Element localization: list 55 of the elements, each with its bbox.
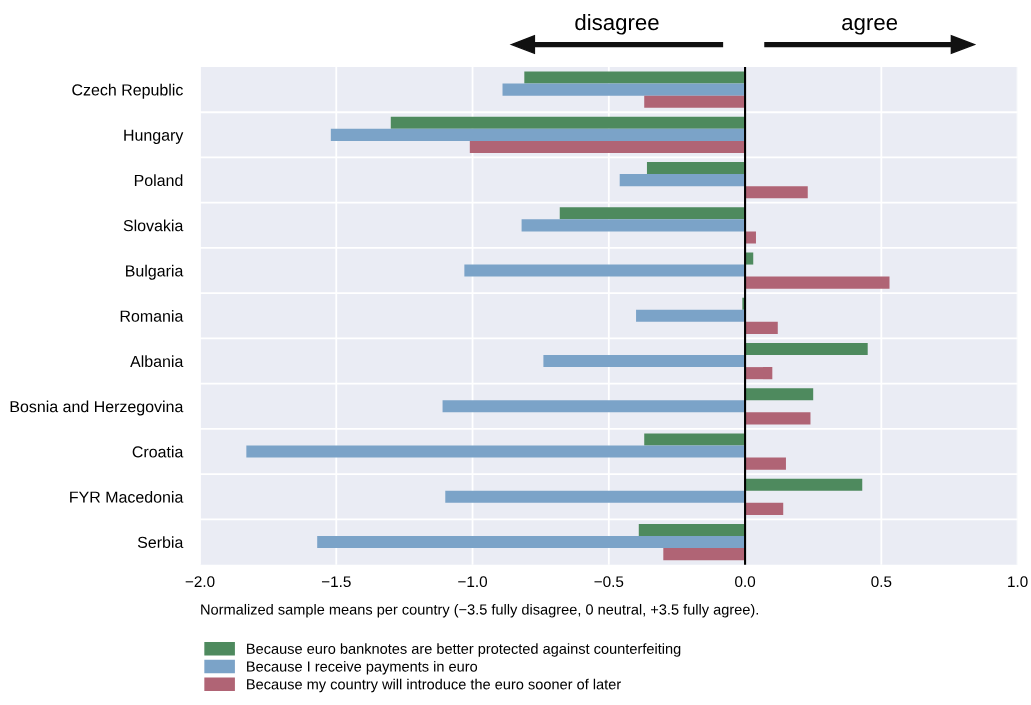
legend-label: Because my country will introduce the euro sooner of later	[247, 678, 621, 693]
x-tick-label: 0.5	[871, 576, 892, 588]
bar	[636, 309, 746, 322]
bar	[663, 548, 746, 561]
bar	[464, 264, 746, 277]
bar	[330, 128, 746, 141]
y-tick-label: Albania	[130, 355, 184, 368]
x-tick-label: −1.0	[458, 576, 488, 588]
bar	[745, 186, 808, 199]
y-tick-label: Czech Republic	[72, 83, 183, 99]
bar	[502, 83, 746, 96]
bar	[745, 502, 784, 515]
bar	[745, 321, 778, 334]
legend-label: Because I receive payments in euro	[247, 660, 478, 675]
bar	[317, 536, 746, 549]
legend-label: Because euro banknotes are better protected against counterfeiting	[247, 643, 681, 657]
x-tick-label: −1.5	[321, 576, 351, 588]
bar	[638, 523, 746, 537]
x-tick-label: −2.0	[185, 576, 215, 588]
bar	[469, 140, 746, 153]
bar	[445, 490, 746, 503]
bar	[745, 457, 786, 470]
bar	[390, 116, 746, 129]
y-tick-label: Poland	[134, 174, 183, 187]
bar	[543, 355, 746, 368]
bar	[745, 478, 863, 491]
y-tick-label: Serbia	[137, 536, 184, 549]
text: disagree	[575, 13, 659, 35]
bar	[644, 95, 746, 108]
bar	[646, 162, 746, 175]
x-tick-label: 0.0	[735, 576, 756, 588]
y-tick-label: FYR Macedonia	[70, 491, 184, 503]
bar	[559, 207, 746, 220]
x-tick-label: 1.0	[1008, 576, 1028, 588]
bar	[246, 445, 746, 458]
bar	[745, 342, 868, 356]
bar	[745, 412, 811, 425]
y-tick-label: Bulgaria	[126, 264, 184, 280]
y-tick-label: Bosnia and Herzegovina	[10, 400, 184, 416]
bar	[745, 388, 814, 401]
text: agree	[842, 18, 898, 35]
y-tick-label: Hungary	[124, 129, 184, 144]
y-tick-label: Romania	[120, 310, 184, 322]
bar	[745, 231, 756, 244]
bar	[524, 71, 746, 84]
bar	[745, 367, 773, 380]
y-tick-label: Slovakia	[123, 219, 184, 232]
bar	[619, 174, 746, 187]
bar	[644, 433, 746, 446]
y-tick-label: Croatia	[132, 445, 184, 458]
x-tick-label: −0.5	[594, 576, 624, 588]
bar	[442, 400, 746, 413]
x-axis-title: Normalized sample means per country (−3.5 fully disagree, 0 neutral, +3.5 fully agree).	[201, 603, 758, 618]
bar	[521, 219, 746, 232]
bar	[745, 276, 890, 289]
